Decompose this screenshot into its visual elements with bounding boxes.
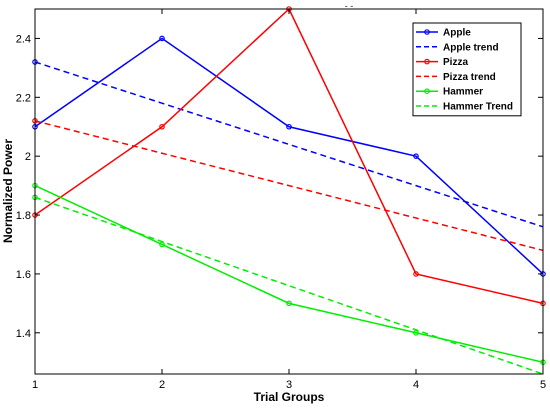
y-tick-label: 1.4 (16, 328, 31, 340)
legend-label: Apple (443, 28, 471, 39)
y-tick-label: 2 (25, 151, 31, 163)
x-axis: 1 2 3 4 5 (32, 9, 546, 391)
data-point (286, 123, 292, 130)
y-axis-label: Normalized Power (1, 139, 15, 243)
legend-item: Pizza trend (416, 72, 496, 83)
legend-item: Hammer Trend (416, 102, 513, 113)
series-line-hammer (34, 184, 544, 363)
x-tick-label: 4 (413, 379, 419, 391)
data-point (159, 123, 165, 130)
legend-marker (424, 88, 430, 95)
series-line-pizza-trend (34, 120, 544, 252)
y-tick-label: 2.2 (16, 92, 31, 104)
series-pizza-trend (32, 118, 544, 252)
legend-item: Hammer (416, 87, 483, 98)
series-hammer (32, 182, 546, 366)
x-tick-label: 3 (286, 379, 292, 391)
x-tick-label: 5 (540, 379, 546, 391)
y-axis: 1.4 1.6 1.8 2 2.2 2.4 (16, 33, 543, 340)
legend-box (412, 22, 522, 117)
y-tick-label: 2.4 (16, 33, 31, 45)
legend: Apple Apple trend Pizza Pizza trend Hammer Ha… (412, 22, 522, 117)
legend-item: Apple trend (416, 42, 499, 53)
data-point (413, 271, 419, 277)
x-tick-label: 1 (32, 379, 38, 391)
legend-label: Hammer Trend (443, 102, 513, 113)
data-point (159, 35, 165, 42)
series-line-apple-trend (34, 61, 544, 228)
legend-item: Pizza (416, 57, 468, 68)
y-tick-label: 1.8 (16, 210, 31, 222)
data-point (286, 300, 292, 307)
series-line-apple (34, 37, 544, 275)
legend-marker (424, 58, 430, 65)
chart-title: - - (345, 1, 354, 11)
x-axis-label: Trial Groups (254, 390, 325, 404)
legend-label: Pizza trend (443, 72, 496, 83)
legend-label: Hammer (443, 87, 483, 98)
y-tick-label: 1.6 (16, 269, 31, 281)
legend-label: Pizza (443, 57, 468, 68)
legend-label: Apple trend (443, 42, 499, 53)
series-hammer-trend (32, 194, 544, 375)
x-tick-label: 2 (159, 379, 165, 391)
legend-item: Apple (416, 28, 471, 39)
legend-marker (424, 29, 430, 35)
data-point (413, 153, 419, 159)
